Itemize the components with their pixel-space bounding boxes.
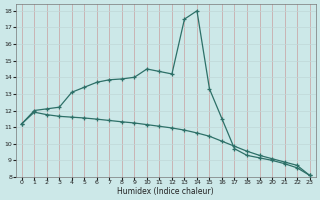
X-axis label: Humidex (Indice chaleur): Humidex (Indice chaleur)	[117, 187, 214, 196]
